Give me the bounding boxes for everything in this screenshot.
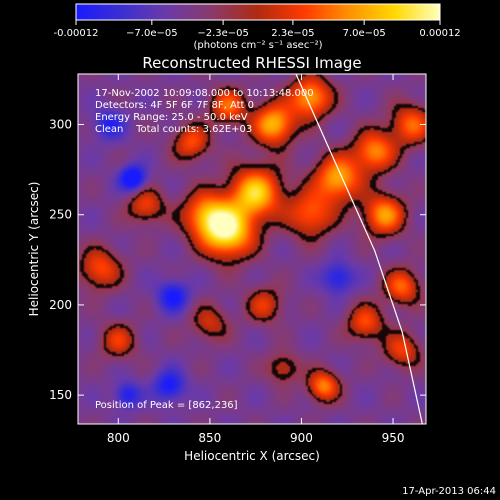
y-axis-ticks: 150 200 250 300 — [49, 118, 426, 402]
y-tick-label: 300 — [49, 118, 72, 132]
colorbar: -0.00012 −7.0e−05 −2.3e−05 2.3e−05 7.0e−05 0.… — [54, 3, 461, 51]
x-tick-label: 850 — [198, 431, 221, 445]
x-axis-ticks: 800 850 900 950 — [107, 74, 405, 445]
solar-limb-line — [295, 74, 423, 424]
colorbar-tick-label: 0.00012 — [419, 28, 460, 39]
colorbar-strip — [75, 3, 441, 21]
x-tick-label: 900 — [290, 431, 313, 445]
y-tick-label: 200 — [49, 298, 72, 312]
plot-area — [78, 74, 426, 424]
footer-timestamp: 17-Apr-2013 06:44 — [402, 486, 496, 497]
annotation-total-counts: Clean Total counts: 3.62E+03 — [95, 124, 252, 135]
annotation-detectors: Detectors: 4F 5F 6F 7F 8F, Att 0 — [95, 100, 254, 111]
colorbar-tick-label: −2.3e−05 — [197, 28, 249, 39]
x-axis-label: Heliocentric X (arcsec) — [184, 449, 320, 463]
y-axis-label: Heliocentric Y (arcsec) — [27, 182, 41, 317]
x-tick-label: 950 — [382, 431, 405, 445]
colorbar-ticks: -0.00012 −7.0e−05 −2.3e−05 2.3e−05 7.0e−05 0.… — [54, 20, 461, 39]
colorbar-tick-label: -0.00012 — [54, 28, 99, 39]
colorbar-tick-label: 7.0e−05 — [343, 28, 386, 39]
plot-frame — [77, 73, 427, 425]
x-tick-label: 800 — [107, 431, 130, 445]
observation-annotations: 17-Nov-2002 10:09:08.000 to 10:13:48.000… — [95, 88, 314, 411]
y-tick-label: 150 — [49, 388, 72, 402]
annotation-energy-range: Energy Range: 25.0 - 50.0 keV — [95, 112, 248, 123]
annotation-peak-position: Position of Peak = [862,236] — [95, 400, 238, 411]
annotation-time-range: 17-Nov-2002 10:09:08.000 to 10:13:48.000 — [95, 88, 314, 99]
colorbar-tick-label: −7.0e−05 — [126, 28, 178, 39]
heatmap-image — [78, 74, 426, 424]
colorbar-units-label: (photons cm⁻² s⁻¹ asec⁻²) — [193, 40, 322, 51]
y-tick-label: 250 — [49, 208, 72, 222]
colorbar-tick-label: 2.3e−05 — [271, 28, 314, 39]
chart-title: Reconstructed RHESSI Image — [142, 54, 361, 72]
